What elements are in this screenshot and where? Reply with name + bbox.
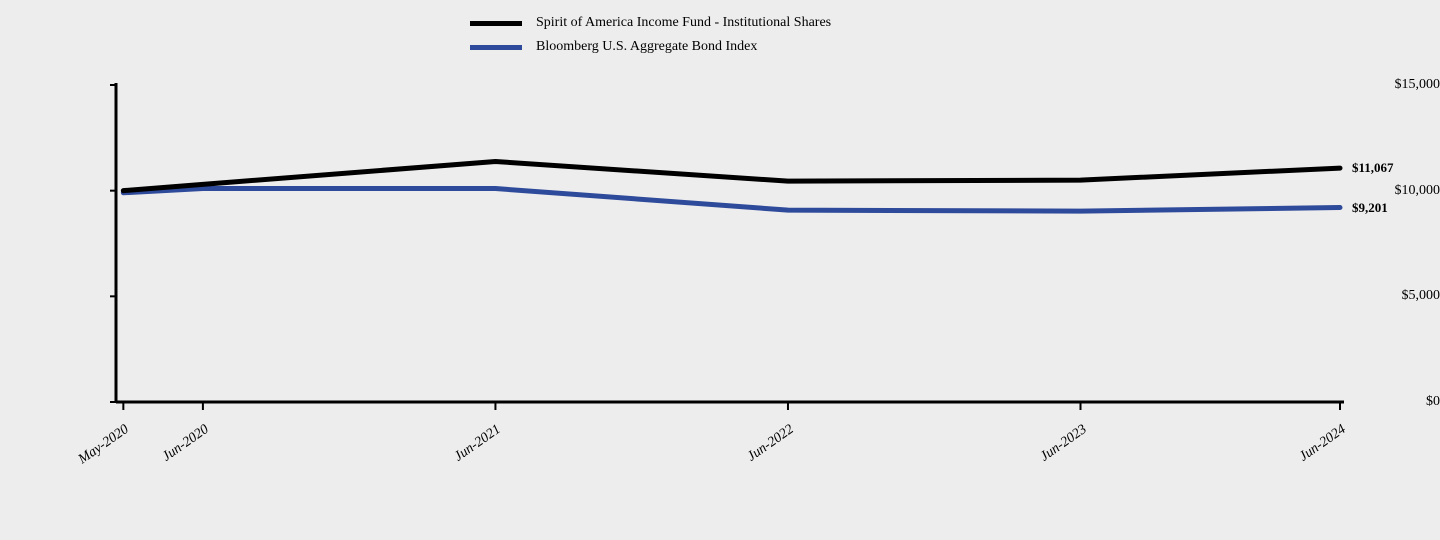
growth-chart: Spirit of America Income Fund - Institut… (0, 0, 1440, 540)
series-end-label: $11,067 (1352, 160, 1394, 176)
y-axis-tick-label: $5,000 (1340, 288, 1440, 304)
y-axis-tick-label: $15,000 (1340, 77, 1440, 93)
y-axis-tick-label: $0 (1340, 394, 1440, 410)
y-axis-tick-label: $10,000 (1340, 183, 1440, 199)
chart-svg (0, 0, 1440, 540)
series-end-label: $9,201 (1352, 200, 1388, 216)
